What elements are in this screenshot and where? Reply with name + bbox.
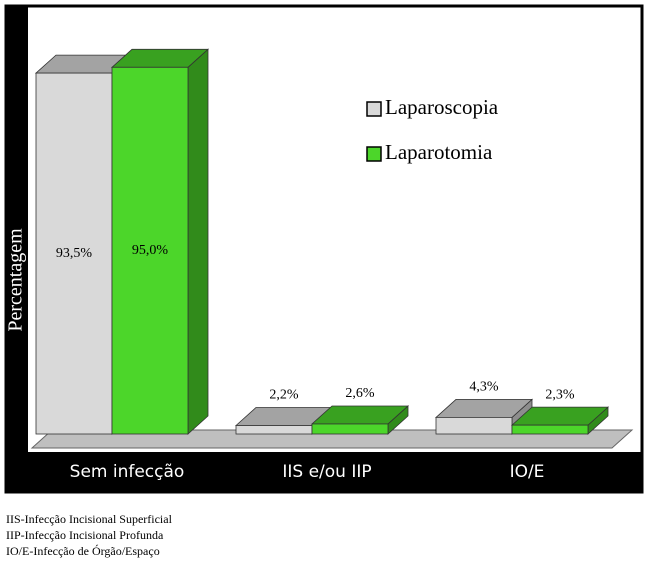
legend-swatch xyxy=(366,101,382,117)
footnote: IIS-Infecção Incisional Superficial xyxy=(6,512,173,526)
bar-side xyxy=(187,48,209,435)
value-label: 2,3% xyxy=(545,387,575,402)
value-label: 95,0% xyxy=(132,243,169,258)
floor xyxy=(30,429,634,449)
value-label: 93,5% xyxy=(56,246,93,261)
y-axis-label: Percentagem xyxy=(5,228,27,332)
legend-label: Laparotomia xyxy=(385,140,493,164)
bar xyxy=(311,423,389,435)
bar xyxy=(35,72,113,435)
bar xyxy=(235,425,313,435)
value-label: 4,3% xyxy=(469,380,499,395)
bar xyxy=(111,66,189,435)
x-axis-band xyxy=(6,452,642,492)
x-tick-label: IIS e/ou IIP xyxy=(282,462,371,482)
value-label: 2,2% xyxy=(269,388,299,403)
x-tick-label: Sem infecção xyxy=(70,462,185,482)
legend-label: Laparoscopia xyxy=(385,95,499,119)
footnote: IO/E-Infecção de Órgão/Espaço xyxy=(6,544,160,558)
footnote: IIP-Infecção Incisional Profunda xyxy=(6,528,164,542)
x-tick-label: IO/E xyxy=(510,462,545,482)
legend-swatch xyxy=(366,146,382,162)
y-axis-band xyxy=(6,6,28,492)
bar xyxy=(435,417,513,435)
value-label: 2,6% xyxy=(345,386,375,401)
bar xyxy=(511,424,589,435)
